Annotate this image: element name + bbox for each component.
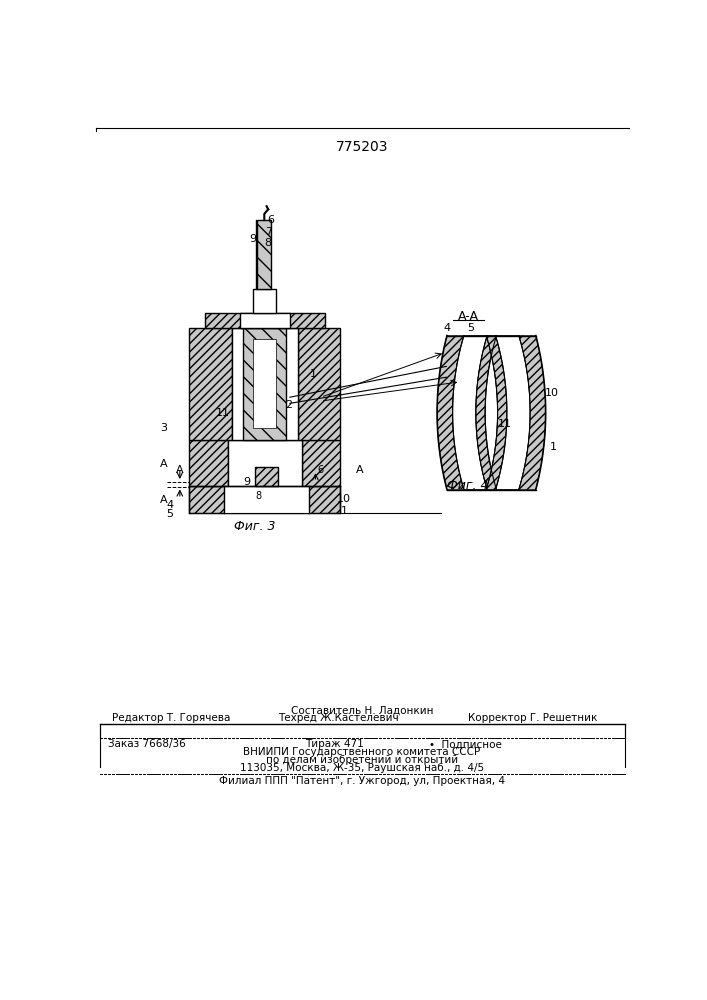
Text: Тираж 471: Тираж 471 xyxy=(305,739,364,749)
Text: 11: 11 xyxy=(216,408,230,418)
Text: A: A xyxy=(160,495,168,505)
Text: 1: 1 xyxy=(310,369,317,379)
Text: 5: 5 xyxy=(467,323,474,333)
Text: 6: 6 xyxy=(318,465,324,475)
Text: A: A xyxy=(176,465,184,475)
Text: 775203: 775203 xyxy=(336,140,388,154)
Text: 4: 4 xyxy=(443,323,451,333)
Polygon shape xyxy=(496,336,530,490)
Text: 2: 2 xyxy=(285,400,292,410)
Polygon shape xyxy=(519,336,546,490)
Text: 6: 6 xyxy=(267,215,274,225)
Text: 1: 1 xyxy=(550,442,557,452)
Bar xyxy=(224,486,309,513)
Polygon shape xyxy=(486,336,507,490)
Bar xyxy=(240,312,290,328)
Text: Фиг. 3: Фиг. 3 xyxy=(234,520,276,533)
Polygon shape xyxy=(437,336,464,490)
Text: A: A xyxy=(356,465,363,475)
Bar xyxy=(189,440,228,486)
Text: Фиг. 4: Фиг. 4 xyxy=(448,479,489,492)
Bar xyxy=(228,440,301,486)
Text: Редактор Т. Горячева: Редактор Т. Горячева xyxy=(112,713,230,723)
Text: 4: 4 xyxy=(166,500,173,510)
Bar xyxy=(243,328,286,440)
Text: 9: 9 xyxy=(244,477,251,487)
Text: 9: 9 xyxy=(249,234,256,244)
Text: Корректор Г. Решетник: Корректор Г. Решетник xyxy=(468,713,597,723)
Text: 3: 3 xyxy=(160,423,167,433)
Text: 113035, Москва, Ж-35, Раушская наб., д. 4/5: 113035, Москва, Ж-35, Раушская наб., д. … xyxy=(240,763,484,773)
Bar xyxy=(301,440,340,486)
Text: ВНИИПИ Государственного комитета СССР: ВНИИПИ Государственного комитета СССР xyxy=(243,747,481,757)
Bar xyxy=(257,220,271,289)
Text: 10: 10 xyxy=(545,388,559,398)
Text: 8: 8 xyxy=(264,238,271,248)
Bar xyxy=(189,486,340,513)
Polygon shape xyxy=(485,336,498,490)
Text: A: A xyxy=(160,459,168,469)
Bar xyxy=(252,289,276,312)
Text: 10: 10 xyxy=(337,494,351,504)
Bar xyxy=(204,312,325,328)
Text: Составитель Н. Ладонкин: Составитель Н. Ладонкин xyxy=(291,705,433,715)
Bar xyxy=(232,328,298,440)
Text: 11: 11 xyxy=(498,419,512,429)
Text: •  Подписное: • Подписное xyxy=(429,739,502,749)
Text: по делам изобретений и открытий: по делам изобретений и открытий xyxy=(266,755,458,765)
Bar xyxy=(189,328,232,440)
Bar xyxy=(255,466,279,486)
Bar xyxy=(298,328,340,440)
Text: Техред Ж.Кастелевич: Техред Ж.Кастелевич xyxy=(279,713,399,723)
Bar xyxy=(252,339,276,428)
Text: 8: 8 xyxy=(256,491,262,501)
Text: A-A: A-A xyxy=(457,310,479,323)
Text: 1: 1 xyxy=(341,506,348,516)
Text: Заказ 7668/36: Заказ 7668/36 xyxy=(107,739,185,749)
Polygon shape xyxy=(452,336,487,490)
Text: Филиал ППП "Патент", г. Ужгород, ул, Проектная, 4: Филиал ППП "Патент", г. Ужгород, ул, Про… xyxy=(219,776,505,786)
Text: 7: 7 xyxy=(265,227,272,237)
Text: 5: 5 xyxy=(166,509,173,519)
Polygon shape xyxy=(476,336,496,490)
